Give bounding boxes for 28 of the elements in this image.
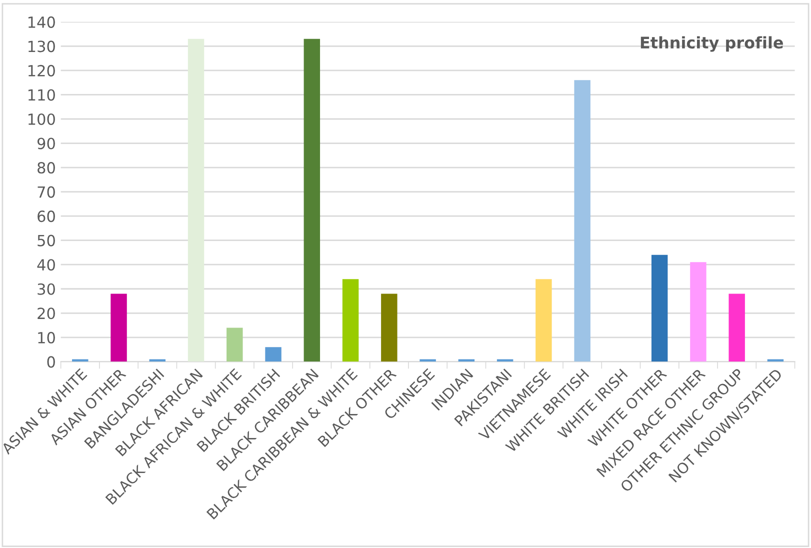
bar (342, 279, 359, 362)
bar (265, 347, 282, 362)
y-tick-label: 120 (28, 64, 55, 76)
bar (304, 38, 320, 362)
y-tick-label: 80 (38, 162, 55, 174)
y-tick-label: 100 (28, 113, 55, 126)
bar (188, 38, 204, 362)
y-tick-label: 40 (37, 259, 55, 271)
y-tick-label: 10 (38, 332, 55, 344)
y-tick-label: 50 (38, 234, 55, 246)
y-tick-label: 0 (47, 356, 55, 368)
y-tick-label: 60 (38, 210, 55, 222)
y-tick-label: 30 (38, 283, 55, 295)
y-tick-label: 90 (37, 138, 55, 150)
bar (536, 279, 552, 362)
y-tick-label: 110 (28, 89, 55, 101)
y-tick-label: 20 (38, 308, 55, 320)
bar (110, 294, 127, 362)
bar (226, 328, 243, 362)
text: Ethnicity profile (640, 36, 783, 52)
y-tick-label: 70 (38, 186, 55, 198)
y-tick-label: 130 (28, 40, 55, 52)
bar (651, 254, 668, 362)
bar (381, 294, 398, 362)
bar (690, 262, 706, 362)
bar (728, 294, 745, 362)
y-tick-label: 140 (28, 16, 55, 28)
bar (574, 80, 590, 362)
